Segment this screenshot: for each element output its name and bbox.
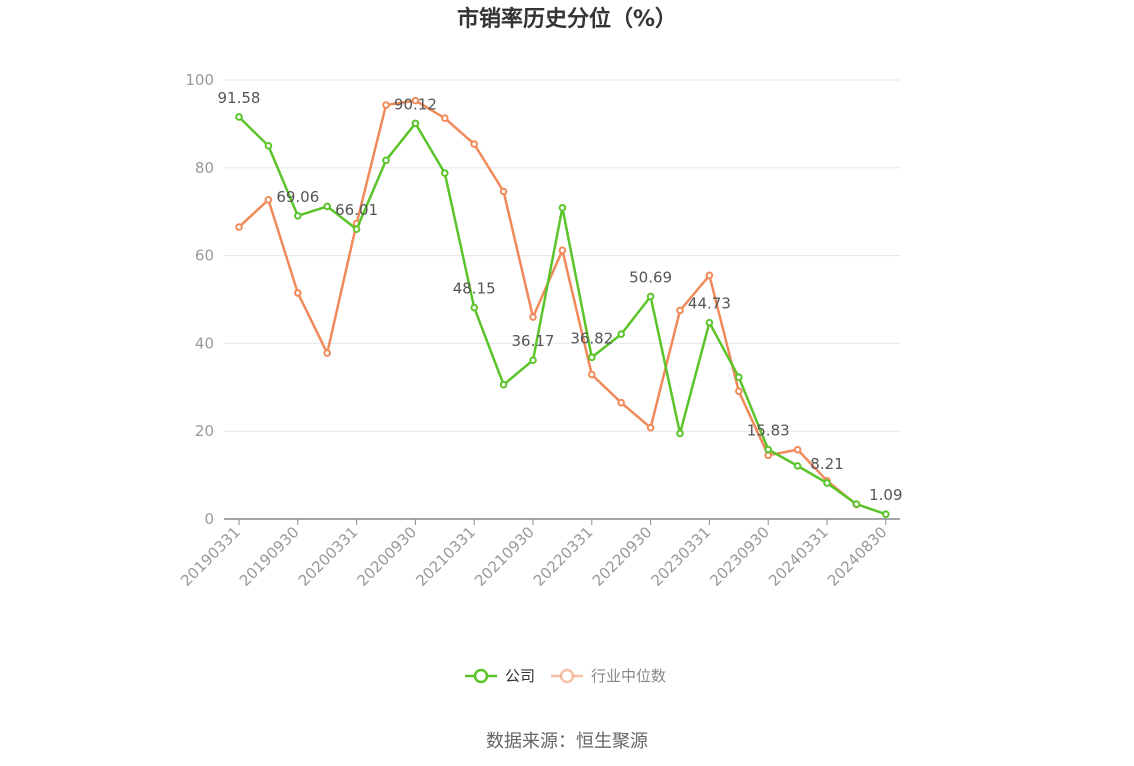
data-point[interactable] (411, 96, 420, 105)
data-point[interactable] (499, 380, 508, 389)
data-point[interactable] (588, 370, 596, 379)
y-tick-label: 100 (185, 71, 214, 89)
data-label: 91.58 (218, 89, 261, 107)
data-point[interactable] (735, 373, 743, 382)
data-point[interactable] (499, 187, 508, 196)
data-label: 50.69 (629, 268, 672, 286)
legend-label: 公司 (505, 667, 535, 685)
data-point[interactable] (793, 445, 802, 454)
data-point[interactable] (764, 451, 773, 460)
data-label: 90.12 (394, 95, 437, 113)
data-point[interactable] (441, 169, 449, 177)
data-label: 66.01 (335, 201, 378, 219)
legend-label: 行业中位数 (591, 667, 666, 685)
legend-item-company[interactable]: 公司 (465, 667, 535, 685)
x-tick-label: 20230930 (706, 523, 773, 590)
x-tick-label: 20240331 (765, 523, 832, 590)
y-axis: 0 20 40 60 80 100 (185, 71, 214, 528)
data-point[interactable] (852, 500, 861, 508)
series-layer (235, 96, 890, 519)
data-point[interactable] (264, 142, 273, 150)
data-point[interactable] (470, 140, 479, 148)
x-tick-label: 20200331 (295, 523, 362, 590)
data-point[interactable] (617, 398, 626, 407)
data-point[interactable] (882, 510, 890, 519)
data-point[interactable] (676, 429, 684, 438)
data-point[interactable] (676, 306, 684, 315)
data-point[interactable] (558, 246, 567, 255)
x-tick-label: 20200930 (354, 523, 421, 590)
data-label: 36.82 (570, 329, 613, 347)
data-point[interactable] (235, 113, 243, 121)
data-point[interactable] (264, 196, 273, 204)
data-point[interactable] (470, 303, 479, 312)
x-axis: 2019033120190930202003312020093020210331… (177, 518, 900, 590)
data-point[interactable] (235, 223, 243, 231)
data-label: 36.17 (512, 332, 555, 350)
data-point[interactable] (382, 156, 390, 165)
data-point[interactable] (617, 330, 626, 338)
y-tick-label: 80 (195, 159, 214, 177)
y-tick-label: 60 (195, 247, 214, 265)
data-point[interactable] (411, 119, 420, 128)
x-tick-label: 20210930 (471, 523, 538, 590)
x-tick-label: 20240830 (824, 523, 891, 590)
data-point[interactable] (323, 202, 332, 211)
data-point[interactable] (558, 203, 567, 212)
data-point[interactable] (382, 101, 390, 109)
x-tick-label: 20220930 (589, 523, 656, 590)
data-labels: 91.58 69.06 66.01 90.12 48.15 36.17 36.82 50.69… (218, 89, 903, 504)
x-tick-label: 20210331 (412, 523, 479, 590)
data-point[interactable] (294, 212, 302, 220)
data-label: 1.09 (869, 486, 902, 504)
data-point[interactable] (705, 271, 714, 280)
grid (224, 79, 900, 432)
data-label: 48.15 (453, 280, 496, 298)
data-point[interactable] (646, 292, 655, 301)
chart-title: 市销率历史分位（%） (457, 6, 677, 32)
data-point[interactable] (646, 423, 655, 432)
data-label: 15.83 (747, 422, 790, 440)
data-point[interactable] (294, 289, 302, 297)
data-point[interactable] (735, 387, 743, 396)
data-point[interactable] (529, 356, 537, 365)
y-tick-label: 20 (195, 422, 214, 440)
data-point[interactable] (793, 462, 802, 470)
series-line (238, 99, 858, 506)
data-point[interactable] (705, 318, 714, 327)
data-label: 44.73 (688, 295, 731, 313)
legend-marker (559, 668, 575, 684)
data-point[interactable] (441, 114, 449, 122)
x-tick-label: 20190930 (236, 523, 303, 590)
data-point[interactable] (529, 313, 537, 321)
data-point[interactable] (323, 349, 332, 357)
legend-item-industry-median[interactable]: 行业中位数 (551, 667, 666, 685)
x-tick-label: 20220331 (530, 523, 597, 590)
x-tick-label: 20190331 (177, 523, 244, 590)
data-point[interactable] (764, 445, 773, 454)
y-tick-label: 0 (204, 510, 214, 528)
data-label: 69.06 (276, 188, 319, 206)
data-point[interactable] (352, 225, 361, 234)
legend-marker (473, 668, 489, 684)
x-tick-label: 20230331 (648, 523, 715, 590)
series-company (235, 113, 890, 519)
y-tick-label: 40 (195, 334, 214, 352)
source-note: 数据来源：恒生聚源 (486, 731, 648, 752)
legend[interactable]: 公司 行业中位数 (465, 667, 666, 685)
data-point[interactable] (823, 479, 831, 487)
data-point[interactable] (588, 353, 596, 362)
data-label: 8.21 (810, 455, 843, 473)
